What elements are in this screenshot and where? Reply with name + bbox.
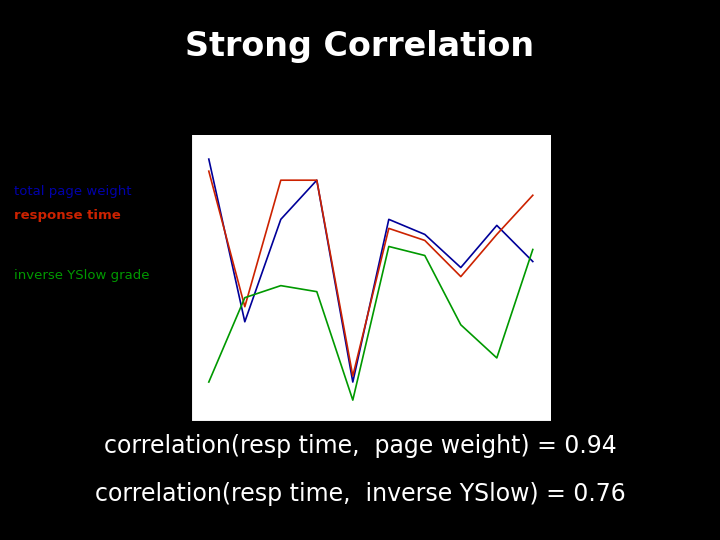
- Text: Strong Correlation: Strong Correlation: [186, 30, 534, 63]
- Text: correlation(resp time,  inverse YSlow) = 0.76: correlation(resp time, inverse YSlow) = …: [94, 482, 626, 506]
- Text: inverse YSlow grade: inverse YSlow grade: [14, 269, 150, 282]
- Text: response time: response time: [14, 210, 121, 222]
- Text: correlation(resp time,  page weight) = 0.94: correlation(resp time, page weight) = 0.…: [104, 434, 616, 457]
- Text: total page weight: total page weight: [14, 185, 132, 198]
